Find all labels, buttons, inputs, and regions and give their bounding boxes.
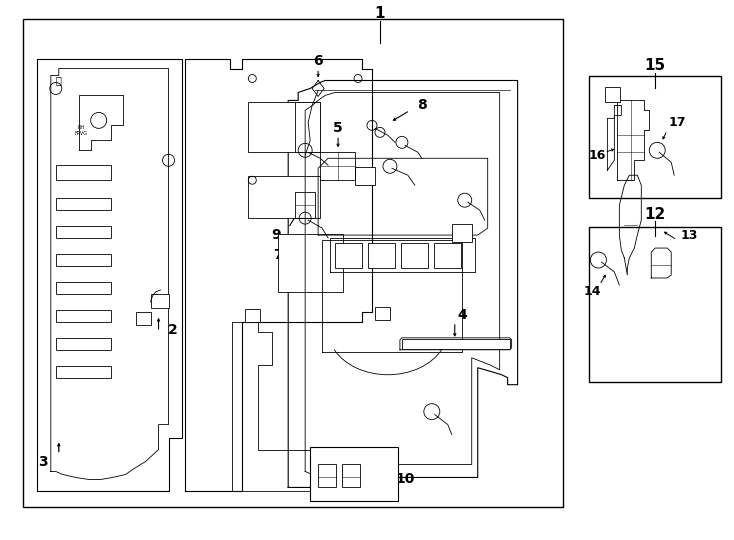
Bar (56, 366, 111, 377)
Text: 10: 10 (395, 472, 415, 487)
Bar (401, 243, 428, 268)
Text: RH
FRVG: RH FRVG (74, 125, 87, 136)
Text: 8: 8 (417, 98, 426, 112)
Text: 15: 15 (644, 58, 666, 73)
Bar (150, 294, 169, 308)
Bar (56, 254, 111, 266)
Bar (245, 309, 261, 322)
Text: 3: 3 (38, 455, 48, 469)
Bar (23, 19, 564, 508)
Bar (452, 224, 472, 242)
Text: 7: 7 (274, 248, 283, 262)
Bar (56, 165, 111, 180)
Bar (56, 198, 111, 210)
Bar (248, 176, 320, 218)
Text: 4: 4 (457, 308, 467, 322)
Bar (355, 167, 375, 185)
Bar (56, 282, 111, 294)
Bar (295, 103, 320, 152)
Text: 2: 2 (167, 323, 178, 337)
Text: 16: 16 (589, 149, 606, 162)
Text: 12: 12 (644, 207, 666, 221)
Text: 13: 13 (680, 228, 698, 241)
Bar (136, 312, 150, 325)
Text: Ⓕ: Ⓕ (56, 76, 62, 85)
Bar (368, 243, 395, 268)
Bar (318, 463, 336, 488)
Text: 6: 6 (313, 53, 323, 68)
Bar (589, 227, 721, 382)
Text: 5: 5 (333, 122, 343, 136)
Bar (606, 87, 620, 103)
Bar (335, 243, 362, 268)
Bar (375, 307, 390, 320)
Text: 1: 1 (375, 6, 385, 21)
Bar (56, 226, 111, 238)
Bar (278, 234, 343, 292)
Bar (434, 243, 461, 268)
Bar (56, 310, 111, 322)
Bar (248, 103, 320, 152)
Bar (342, 463, 360, 488)
Bar (56, 338, 111, 350)
Text: 14: 14 (584, 286, 601, 299)
Text: 11: 11 (352, 472, 371, 487)
Text: 17: 17 (669, 116, 686, 129)
Bar (310, 447, 398, 502)
Bar (402, 339, 509, 349)
Text: 9: 9 (272, 228, 281, 242)
Bar (589, 77, 721, 198)
